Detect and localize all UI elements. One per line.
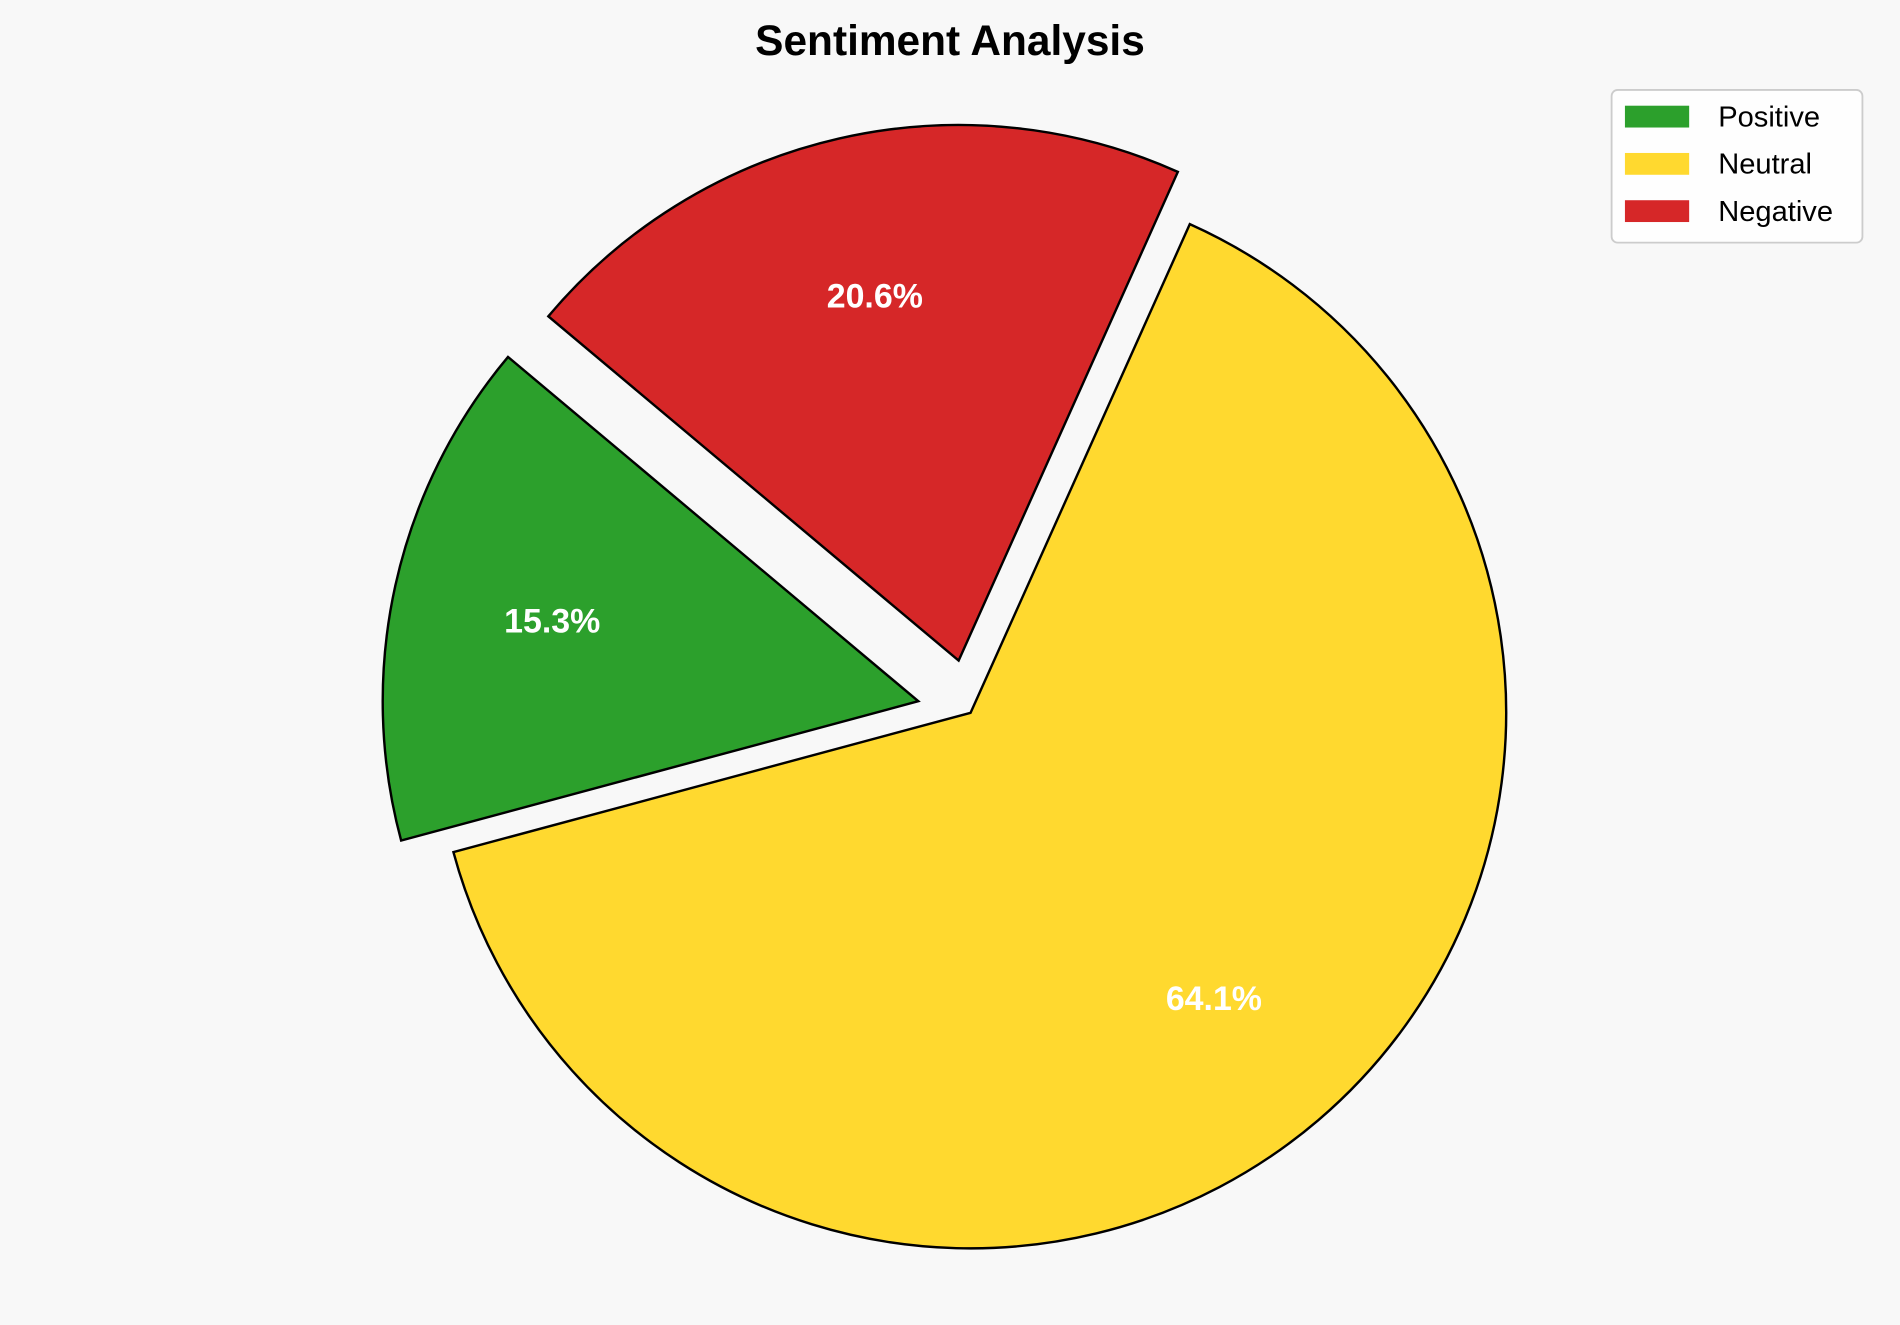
legend-swatch-positive — [1624, 105, 1690, 128]
pie-slices: 15.3% 64.1% 20.6% — [381, 123, 1508, 1250]
slice-label-neutral: 64.1% — [1166, 980, 1262, 1018]
legend-swatch-negative — [1624, 200, 1690, 223]
legend-label-negative: Negative — [1718, 196, 1833, 228]
legend-swatch-neutral — [1624, 152, 1690, 175]
legend-label-positive: Positive — [1718, 101, 1820, 133]
slice-label-positive: 15.3% — [504, 602, 600, 640]
slice-label-negative: 20.6% — [827, 277, 923, 315]
legend: Positive Neutral Negative — [1610, 89, 1864, 244]
legend-label-neutral: Neutral — [1718, 149, 1812, 181]
pie-slice-neutral — [451, 222, 1508, 1250]
chart-title: Sentiment Analysis — [755, 17, 1145, 64]
pie-slice-positive — [381, 355, 921, 843]
pie-slice-negative — [546, 123, 1180, 663]
